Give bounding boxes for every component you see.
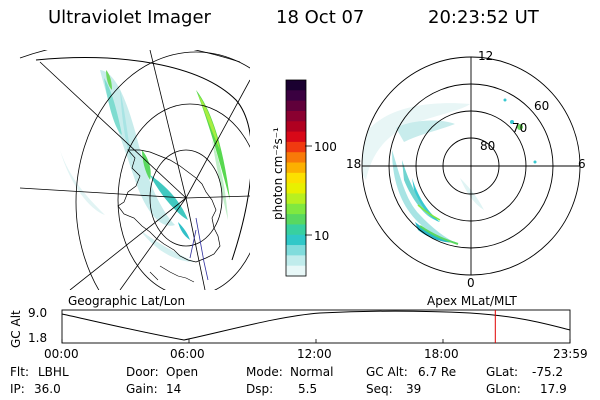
color-bar [285, 79, 307, 277]
alt-ytick-high: 9.0 [28, 306, 48, 320]
colorbar-tick-10: 10 [314, 229, 330, 243]
colorbar-segment [286, 80, 306, 91]
dsp-value: 5.5 [298, 382, 318, 396]
door-value: Open [166, 365, 199, 379]
colorbar-segment [286, 110, 306, 122]
colorbar-segment [286, 265, 306, 277]
colorbar-label: photon cm⁻²s⁻¹ [271, 127, 285, 220]
ip-label: IP: [10, 382, 25, 396]
mlt-label-6: 6 [578, 157, 586, 171]
time-tick-1200: 12:00 [297, 347, 332, 361]
seq-value: 39 [406, 382, 422, 396]
colorbar-segment [286, 121, 306, 133]
gain-label: Gain: [126, 382, 158, 396]
mlt-label-18: 18 [346, 157, 361, 171]
date-label: 18 Oct 07 [276, 7, 365, 28]
geographic-map [19, 50, 250, 290]
glat-label: GLat: [486, 365, 519, 379]
geographic-latitude-circles [19, 50, 250, 290]
filter-label: Flt: [10, 365, 29, 379]
colorbar-segment [286, 224, 306, 236]
dsp-label: Dsp: [246, 382, 274, 396]
gcalt-value: 6.7 Re [418, 365, 457, 379]
alt-axis-label: GC Alt [9, 310, 23, 348]
mlat-label-70: 70 [512, 121, 527, 135]
colorbar-segment [286, 255, 306, 267]
apex-plot-title: Apex MLat/MLT [427, 294, 517, 308]
polar-plot [361, 56, 581, 276]
time-tick-0000: 00:00 [44, 347, 79, 361]
glon-value: 17.9 [540, 382, 567, 396]
alt-ytick-low: 1.8 [28, 331, 48, 345]
mode-value: Normal [290, 365, 334, 379]
filter-value: LBHL [38, 365, 69, 379]
colorbar-segment [286, 183, 306, 195]
colorbar-segment [286, 203, 306, 215]
time-tick-2359: 23:59 [553, 347, 588, 361]
aurora-emission-polar [362, 98, 537, 245]
colorbar-segment [286, 234, 306, 246]
mlat-label-60: 60 [534, 99, 549, 113]
gcalt-label: GC Alt: [366, 365, 408, 379]
colorbar-segment [286, 100, 306, 112]
colorbar-segment [286, 162, 306, 174]
glat-value: -75.2 [532, 365, 564, 379]
colorbar-segment [286, 131, 306, 143]
aurora-emission-geographic [60, 70, 230, 262]
colorbar-segment [286, 152, 306, 164]
colorbar-segment [286, 245, 306, 256]
altitude-plot [61, 309, 571, 344]
colorbar-segment [286, 90, 306, 102]
instrument-title: Ultraviolet Imager [48, 7, 211, 28]
seq-label: Seq: [366, 382, 393, 396]
ip-value: 36.0 [34, 382, 61, 396]
colorbar-segment [286, 172, 306, 184]
mlt-label-0: 0 [467, 276, 475, 290]
gain-value: 14 [166, 382, 182, 396]
glon-label: GLon: [486, 382, 521, 396]
geographic-plot-title: Geographic Lat/Lon [68, 294, 186, 308]
colorbar-tick-100: 100 [314, 140, 337, 154]
mode-label: Mode: [246, 365, 283, 379]
time-tick-0600: 06:00 [170, 347, 205, 361]
colorbar-segment [286, 214, 306, 226]
colorbar-segment [286, 141, 306, 153]
coastline [117, 149, 221, 263]
door-label: Door: [126, 365, 159, 379]
mlt-label-12: 12 [478, 49, 493, 63]
mlat-label-80: 80 [480, 139, 495, 153]
time-tick-1800: 18:00 [424, 347, 459, 361]
time-label: 20:23:52 UT [428, 7, 539, 28]
colorbar-segment [286, 193, 306, 205]
